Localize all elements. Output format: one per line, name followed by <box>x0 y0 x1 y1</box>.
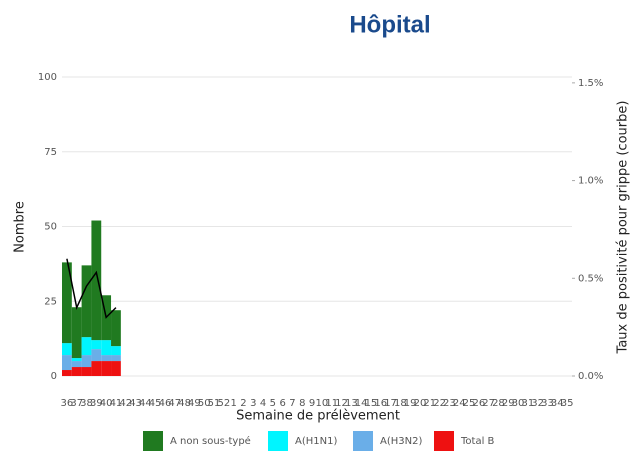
x-tick-label: 27 <box>482 398 495 409</box>
x-tick-label: 45 <box>149 398 162 409</box>
bar-segment <box>111 361 121 376</box>
y-tick-label: 25 <box>44 296 57 307</box>
y2-tick-label: 1.0% <box>578 176 603 187</box>
x-tick-label: 26 <box>472 398 485 409</box>
bar-segment <box>62 355 72 371</box>
x-tick-label: 33 <box>541 398 554 409</box>
x-tick-label: 30 <box>512 398 525 409</box>
x-tick-label: 4 <box>260 398 266 409</box>
y2-tick-label: 0.0% <box>578 371 603 382</box>
x-tick-label: 51 <box>208 398 221 409</box>
x-tick-label: 25 <box>463 398 476 409</box>
bar-segment <box>62 262 72 344</box>
x-tick-label: 34 <box>551 398 564 409</box>
legend-swatch <box>353 431 373 451</box>
bar-segment <box>91 361 102 376</box>
x-tick-label: 43 <box>129 398 142 409</box>
legend-swatch <box>268 431 288 451</box>
bar-segment <box>91 340 102 350</box>
x-tick-label: 40 <box>100 398 113 409</box>
x-tick-label: 35 <box>561 398 574 409</box>
x-tick-label: 48 <box>178 398 191 409</box>
rate-line <box>66 258 117 319</box>
x-tick-label: 10 <box>316 398 329 409</box>
bar-segment <box>91 220 102 341</box>
bar-segment <box>101 361 112 376</box>
x-tick-label: 22 <box>433 398 446 409</box>
legend-swatch <box>143 431 163 451</box>
x-tick-label: 11 <box>325 398 338 409</box>
bar-segment <box>101 340 112 356</box>
legend-label: A(H1N1) <box>295 436 337 447</box>
legend-label: A(H3N2) <box>380 436 422 447</box>
bar-segment <box>111 310 121 347</box>
bar-segment <box>81 355 92 368</box>
bar-segment <box>81 265 92 338</box>
x-tick-label: 20 <box>414 398 427 409</box>
x-tick-label: 36 <box>61 398 74 409</box>
x-tick-label: 46 <box>159 398 172 409</box>
x-tick-label: 5 <box>270 398 276 409</box>
y2-tick-label: 0.5% <box>578 273 603 284</box>
y2-tick-label: 1.5% <box>578 78 603 89</box>
bar-segment <box>111 355 121 362</box>
x-tick-label: 24 <box>453 398 466 409</box>
bar-segment <box>62 370 72 376</box>
legend-label: Total B <box>460 436 495 447</box>
y-axis-label: Nombre <box>13 201 28 253</box>
x-tick-label: 15 <box>365 398 378 409</box>
bar-segment <box>81 367 92 376</box>
legend-swatch <box>434 431 454 451</box>
x-axis-label: Semaine de prélèvement <box>236 409 400 424</box>
bar-segment <box>111 346 121 356</box>
bar-segment <box>71 361 82 368</box>
x-tick-label: 16 <box>374 398 387 409</box>
bar-segment <box>62 343 72 356</box>
x-tick-label: 6 <box>279 398 285 409</box>
bar-segment <box>91 349 102 362</box>
x-tick-label: 9 <box>309 398 315 409</box>
x-tick-label: 8 <box>299 398 305 409</box>
x-tick-label: 31 <box>521 398 534 409</box>
x-tick-label: 17 <box>384 398 397 409</box>
x-tick-label: 1 <box>230 398 236 409</box>
x-tick-label: 44 <box>139 398 152 409</box>
bar-segment <box>71 367 82 376</box>
y2-axis-label: Taux de positivité pour grippe (courbe) <box>616 101 631 355</box>
x-tick-label: 14 <box>355 398 368 409</box>
x-tick-label: 49 <box>188 398 201 409</box>
bar-segment <box>81 337 92 356</box>
y-tick-label: 0 <box>51 371 57 382</box>
bar-segment <box>71 358 82 362</box>
x-tick-label: 3 <box>250 398 256 409</box>
bar-segment <box>71 307 82 359</box>
x-tick-label: 42 <box>119 398 132 409</box>
x-tick-label: 28 <box>492 398 505 409</box>
x-tick-label: 12 <box>335 398 348 409</box>
x-tick-label: 50 <box>198 398 211 409</box>
legend-label: A non sous-typé <box>170 435 251 447</box>
x-tick-label: 37 <box>70 398 83 409</box>
x-tick-label: 39 <box>90 398 103 409</box>
x-tick-label: 52 <box>217 398 230 409</box>
x-tick-label: 19 <box>404 398 417 409</box>
x-tick-label: 21 <box>423 398 436 409</box>
x-tick-label: 23 <box>443 398 456 409</box>
y-tick-label: 50 <box>44 222 57 233</box>
x-tick-label: 13 <box>345 398 358 409</box>
x-tick-label: 18 <box>394 398 407 409</box>
y-tick-label: 75 <box>44 147 57 158</box>
chart-title: Hôpital <box>349 11 430 38</box>
x-tick-label: 38 <box>80 398 93 409</box>
x-tick-label: 47 <box>168 398 181 409</box>
y-tick-label: 100 <box>38 72 57 83</box>
x-tick-label: 2 <box>240 398 246 409</box>
x-tick-label: 7 <box>289 398 295 409</box>
x-tick-label: 29 <box>502 398 515 409</box>
bar-segment <box>101 355 112 362</box>
x-tick-label: 41 <box>110 398 123 409</box>
x-tick-label: 32 <box>531 398 544 409</box>
